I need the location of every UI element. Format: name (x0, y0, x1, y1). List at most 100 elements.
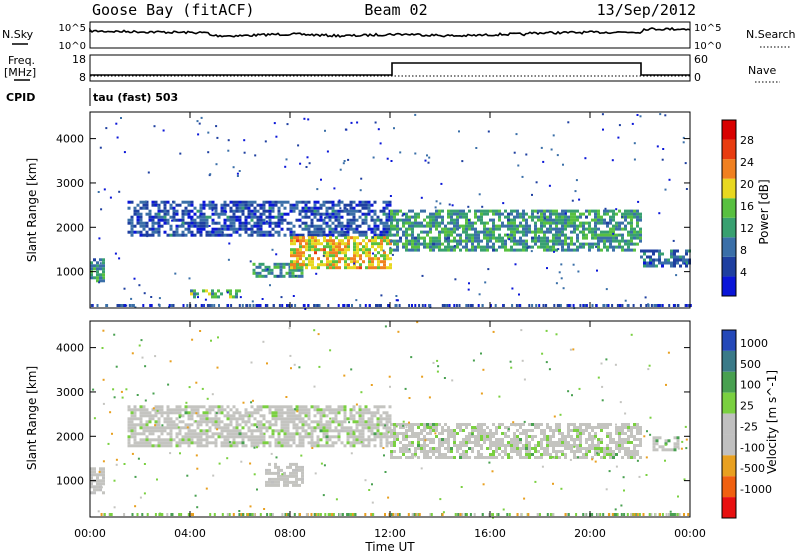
noise-cell (216, 366, 219, 369)
noise-cell (99, 262, 102, 265)
noise-cell (109, 411, 112, 414)
echo-cell (459, 236, 462, 240)
echo-cell (364, 444, 368, 448)
echo-cell (338, 251, 341, 255)
noise-cell (545, 329, 548, 332)
echo-cell (389, 251, 392, 255)
ground-cell (658, 304, 661, 307)
echo-cell (492, 230, 495, 234)
echo-cell (93, 488, 96, 492)
echo-cell (172, 230, 176, 234)
echo-cell (576, 429, 579, 432)
echo-cell (546, 453, 549, 456)
echo-cell (402, 242, 405, 246)
echo-cell (414, 245, 417, 249)
ground-cell (611, 513, 614, 516)
echo-cell (540, 242, 543, 246)
echo-cell (411, 236, 414, 240)
noise-cell (368, 489, 371, 491)
echo-cell (325, 221, 329, 225)
echo-cell (423, 209, 426, 213)
ground-cell (542, 304, 545, 307)
echo-cell (340, 426, 344, 430)
ground-cell (347, 513, 350, 516)
echo-cell (229, 292, 232, 296)
echo-cell (130, 227, 134, 231)
echo-cell (396, 239, 399, 243)
echo-cell (661, 264, 664, 268)
echo-cell (190, 230, 194, 234)
echo-cell (453, 221, 456, 225)
echo-cell (274, 420, 278, 424)
echo-cell (606, 444, 609, 447)
echo-cell (591, 441, 594, 444)
echo-cell (277, 224, 281, 228)
echo-cell (489, 435, 492, 438)
echo-cell (624, 212, 627, 216)
echo-cell (130, 420, 134, 424)
echo-cell (145, 221, 149, 225)
echo-cell (615, 429, 618, 432)
echo-cell (223, 429, 227, 433)
echo-cell (341, 242, 344, 246)
echo-cell (274, 200, 278, 204)
echo-cell (385, 203, 389, 207)
echo-cell (244, 408, 248, 412)
echo-cell (178, 224, 182, 228)
echo-cell (399, 450, 402, 453)
echo-cell (522, 233, 525, 237)
echo-cell (465, 230, 468, 234)
noise-cell (364, 479, 367, 482)
echo-cell (480, 209, 483, 213)
echo-cell (184, 432, 188, 436)
echo-cell (311, 266, 314, 270)
echo-cell (597, 209, 600, 213)
echo-cell (235, 215, 239, 219)
echo-cell (531, 435, 534, 438)
echo-cell (468, 248, 471, 252)
echo-cell (558, 212, 561, 216)
echo-cell (264, 268, 268, 272)
echo-cell (307, 408, 311, 412)
echo-cell (316, 411, 320, 415)
echo-cell (244, 215, 248, 219)
echo-cell (630, 242, 633, 246)
ground-cell (656, 304, 658, 307)
echo-cell (326, 254, 329, 258)
echo-cell (655, 258, 658, 262)
echo-cell (358, 435, 362, 439)
noise-cell (156, 478, 158, 481)
echo-cell (670, 255, 673, 259)
echo-cell (313, 206, 317, 210)
echo-cell (612, 215, 615, 219)
echo-cell (136, 212, 140, 216)
ground-cell (146, 513, 149, 516)
echo-cell (516, 441, 519, 444)
echo-cell (175, 230, 179, 234)
echo-cell (283, 233, 287, 237)
echo-cell (343, 426, 347, 430)
echo-cell (202, 417, 206, 421)
echo-cell (552, 221, 555, 225)
echo-cell (280, 423, 284, 427)
echo-cell (561, 450, 564, 453)
echo-cell (402, 230, 405, 234)
noise-cell (572, 348, 575, 351)
echo-cell (334, 203, 338, 207)
echo-cell (343, 230, 347, 234)
echo-cell (655, 448, 659, 452)
echo-cell (441, 242, 444, 246)
echo-cell (187, 224, 191, 228)
echo-cell (636, 438, 639, 441)
echo-cell (471, 245, 474, 249)
echo-cell (317, 242, 320, 246)
echo-cell (349, 200, 353, 204)
echo-cell (358, 420, 362, 424)
echo-cell (208, 408, 212, 412)
echo-cell (277, 221, 281, 225)
echo-cell (352, 218, 356, 222)
echo-cell (286, 221, 290, 225)
echo-cell (546, 221, 549, 225)
echo-cell (429, 248, 432, 252)
echo-cell (310, 221, 314, 225)
